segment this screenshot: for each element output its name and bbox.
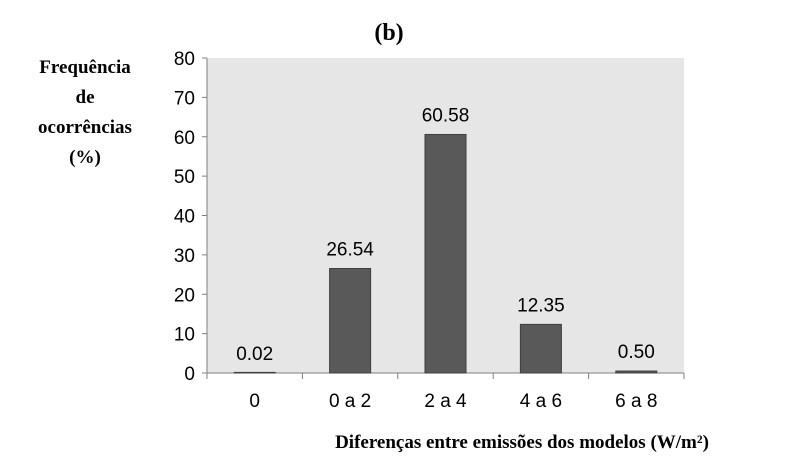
y-axis-label-line-4: (%) xyxy=(69,147,101,168)
x-tick-label: 2 a 4 xyxy=(424,391,467,412)
y-axis-label-line-3: ocorrências xyxy=(38,117,132,138)
bar xyxy=(519,323,562,374)
y-tick-label: 60 xyxy=(174,128,195,149)
bar xyxy=(424,133,467,374)
bar-value-label: 12.35 xyxy=(517,295,565,316)
y-tick-label: 80 xyxy=(174,49,195,70)
bar xyxy=(615,370,658,374)
bar xyxy=(329,267,372,374)
y-tick-label: 40 xyxy=(174,207,195,228)
x-tick-label: 4 a 6 xyxy=(520,391,562,412)
x-tick-label: 0 xyxy=(249,391,260,412)
plot-area: 0 10 20 30 40 50 60 70 80 0.02 0 26.54 0 a 2 60.58 2 a… xyxy=(174,49,685,412)
bar-value-label: 60.58 xyxy=(422,105,470,126)
x-axis-label: Diferenças entre emissões dos modelos (W… xyxy=(335,432,709,453)
y-tick-label: 0 xyxy=(184,364,195,385)
y-tick-label: 70 xyxy=(174,88,195,109)
x-tick-label: 0 a 2 xyxy=(329,391,371,412)
bar xyxy=(233,371,276,374)
y-axis-label-line-1: Frequência xyxy=(39,57,131,78)
y-tick-label: 10 xyxy=(174,325,195,346)
bar-value-label: 26.54 xyxy=(326,239,374,260)
y-tick-label: 50 xyxy=(174,167,195,188)
y-tick-label: 20 xyxy=(174,285,195,306)
bar-value-label: 0.50 xyxy=(618,342,655,363)
chart-title: (b) xyxy=(374,20,403,46)
bar-value-label: 0.02 xyxy=(236,344,273,365)
y-axis-label-line-2: de xyxy=(76,87,95,108)
x-tick-label: 6 a 8 xyxy=(615,391,657,412)
y-tick-label: 30 xyxy=(174,246,195,267)
